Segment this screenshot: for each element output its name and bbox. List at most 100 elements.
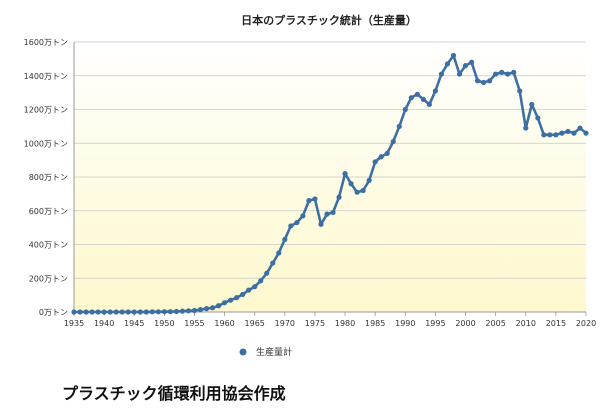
data-point [432,88,439,94]
x-tick-label: 1950 [154,319,174,328]
data-point [493,71,499,77]
data-point [197,307,204,313]
data-point [258,278,264,284]
data-point [107,309,113,315]
data-point [426,101,432,108]
source-caption: プラスチック循環利用協会作成 [62,384,286,403]
data-point [354,189,360,195]
x-tick-label: 2020 [576,319,596,328]
data-point [547,132,553,138]
data-point [209,305,216,311]
data-point [499,69,505,75]
data-point [167,309,173,315]
x-tick-label: 2010 [516,319,536,328]
data-point [306,198,312,204]
data-point [390,138,396,145]
data-point [468,59,475,65]
data-point [240,291,246,298]
data-point [456,71,463,77]
x-tick-label: 1955 [184,319,204,328]
data-point [583,130,589,136]
data-point [408,95,414,101]
x-tick-label: 1995 [425,319,445,328]
x-tick-label: 1965 [245,319,265,328]
data-point [372,159,378,165]
data-point [324,211,330,217]
data-point [420,96,426,102]
legend-marker [239,348,247,356]
data-point [191,307,198,314]
data-point [89,309,95,315]
data-point [541,132,547,138]
data-point [481,79,487,86]
data-point [125,309,131,315]
data-point [348,181,354,187]
x-tick-label: 2005 [485,319,505,328]
data-point [161,309,167,315]
data-point [438,71,445,77]
data-point [282,236,288,243]
data-point [294,219,300,226]
y-tick-label: 1600万トン [24,38,68,47]
x-tick-label: 1990 [395,319,415,328]
data-point [276,250,282,256]
production-line-chart: 日本のプラスチック統計（生産量） 0万トン 200万トン 400万トン 600万トン 8… [24,13,597,358]
data-point [402,106,408,113]
y-tick-label: 1000万トン [24,139,68,148]
data-point [444,61,451,67]
x-tick-label: 1940 [94,319,114,328]
data-point [529,101,535,108]
series-layer [71,52,589,315]
data-point [565,128,571,135]
x-tick-label: 1970 [275,319,295,328]
data-point [203,306,210,312]
data-point [149,309,155,315]
data-point [511,69,517,75]
data-point [252,284,258,290]
data-point [505,71,511,77]
data-point [517,88,523,94]
x-tick-label: 1960 [214,319,234,328]
data-point [246,287,252,293]
chart-title: 日本のプラスチック統計（生産量） [241,13,417,27]
data-point [396,123,402,129]
y-tick-label: 800万トン [29,173,68,182]
data-point [414,91,420,97]
data-point [155,309,161,315]
data-point [384,150,390,156]
data-point [185,308,192,314]
data-point [83,309,89,315]
y-tick-label: 1200万トン [24,106,68,115]
x-tick-label: 1975 [305,319,325,328]
data-point [137,309,143,315]
data-point [71,309,77,315]
data-point [330,209,336,216]
x-tick-label: 1985 [365,319,385,328]
data-point [342,171,348,177]
data-point [221,300,228,306]
data-point [119,309,125,315]
x-tick-label: 2000 [455,319,475,328]
data-point [288,223,294,229]
data-point [179,308,186,314]
data-point [143,309,149,315]
data-point [312,196,318,202]
data-point [131,309,137,315]
x-tick-label: 1935 [64,319,84,328]
x-tick-label: 1945 [124,319,144,328]
data-point [300,213,306,219]
data-point [577,125,583,131]
legend-label: 生産量計 [256,346,292,358]
x-tick-label: 2015 [546,319,566,328]
data-point [270,260,276,266]
data-point [559,130,565,136]
y-tick-label: 1400万トン [24,72,68,81]
data-point [474,78,481,84]
data-point [378,154,384,160]
y-tick-label: 0万トン [39,308,68,317]
data-point [487,78,493,84]
data-point [360,187,366,194]
data-point [77,309,83,315]
y-tick-label: 400万トン [29,241,68,250]
data-point [95,309,101,315]
